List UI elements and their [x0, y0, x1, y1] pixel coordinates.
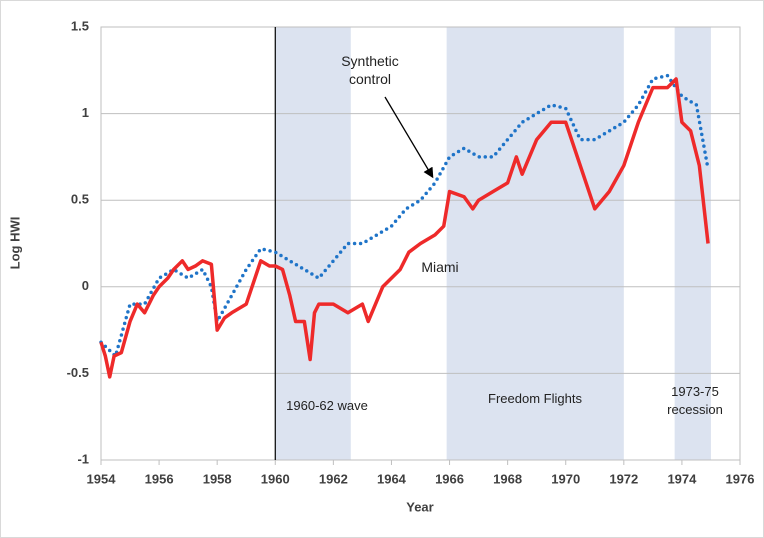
series-line: [99, 77, 710, 379]
y-tick-label: 0.5: [71, 192, 89, 207]
plot-frame: [100, 26, 741, 461]
x-tick-label: 1976: [726, 471, 755, 486]
x-tick-label: 1970: [551, 471, 580, 486]
x-tick-label: 1968: [493, 471, 522, 486]
y-tick-label: 1.5: [71, 18, 89, 33]
x-tick-label: 1960: [261, 471, 290, 486]
x-tick-label: 1962: [319, 471, 348, 486]
y-tick-label: 0: [82, 278, 89, 293]
x-tick-label: 1966: [435, 471, 464, 486]
y-tick-label: -1: [77, 451, 89, 466]
x-tick-label: 1972: [609, 471, 638, 486]
x-tick-label: 1956: [145, 471, 174, 486]
series-line: [99, 73, 710, 360]
series-label: Synthetic control: [341, 53, 399, 87]
x-tick-label: 1954: [87, 471, 117, 486]
x-tick-label: 1974: [667, 471, 697, 486]
x-axis-title: Year: [406, 499, 433, 514]
x-tick-label: 1958: [203, 471, 232, 486]
y-tick-label: 1: [82, 105, 89, 120]
shaded-period: [674, 27, 711, 460]
series-label: Miami: [421, 259, 459, 275]
period-label: 1973-75 recession: [667, 384, 723, 417]
shaded-period: [275, 27, 351, 460]
annotation-arrow: [384, 96, 434, 179]
period-label: 1960-62 wave: [286, 398, 368, 413]
period-label: Freedom Flights: [488, 391, 582, 406]
y-tick-label: -0.5: [67, 365, 89, 380]
y-axis-title: Log HWI: [7, 217, 22, 270]
x-tick-label: 1964: [377, 471, 407, 486]
shaded-period: [446, 27, 624, 460]
